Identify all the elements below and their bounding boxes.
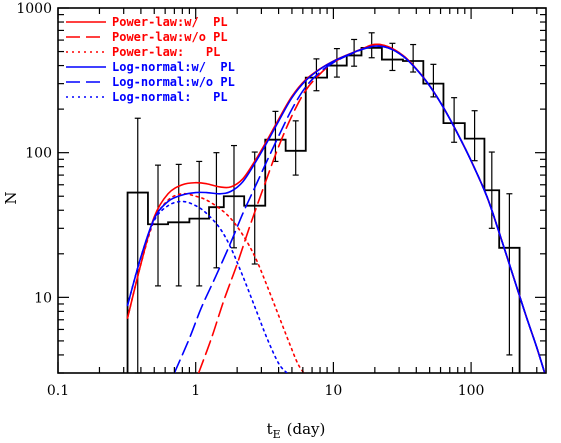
axis-ticks: 0.1 1 10 100 10 100 1000 [16, 1, 546, 399]
plot-frame [57, 7, 547, 374]
legend-label: Power-law:w/o PL [112, 30, 228, 44]
x-axis-title-unit: (day) [287, 420, 326, 438]
x-axis-title-subscript: E [273, 428, 281, 441]
histogram-steps [126, 46, 521, 373]
series-curve-4 [173, 45, 546, 373]
x-tick-label: 0.1 [47, 383, 69, 399]
legend-label: Power-law: PL [112, 45, 220, 59]
y-tick-label: 100 [25, 146, 52, 162]
y-tick-label: 1000 [16, 1, 52, 17]
legend-label: Power-law:w/ PL [112, 15, 228, 29]
series-curve-1 [197, 43, 546, 373]
x-tick-label: 1 [191, 383, 200, 399]
legend-label: Log-normal:w/o PL [112, 75, 235, 89]
series-curve-5 [126, 200, 288, 373]
x-axis-title-main: t [267, 420, 273, 438]
x-axis-title: tE (day) [267, 420, 326, 441]
x-tick-label: 100 [458, 383, 485, 399]
y-axis-title: N [2, 191, 20, 204]
y-tick-label: 10 [34, 290, 52, 306]
legend-label: Log-normal:w/ PL [112, 60, 235, 74]
model-curves [126, 43, 546, 373]
legend-label: Log-normal: PL [112, 90, 228, 104]
x-tick-label: 10 [324, 383, 342, 399]
